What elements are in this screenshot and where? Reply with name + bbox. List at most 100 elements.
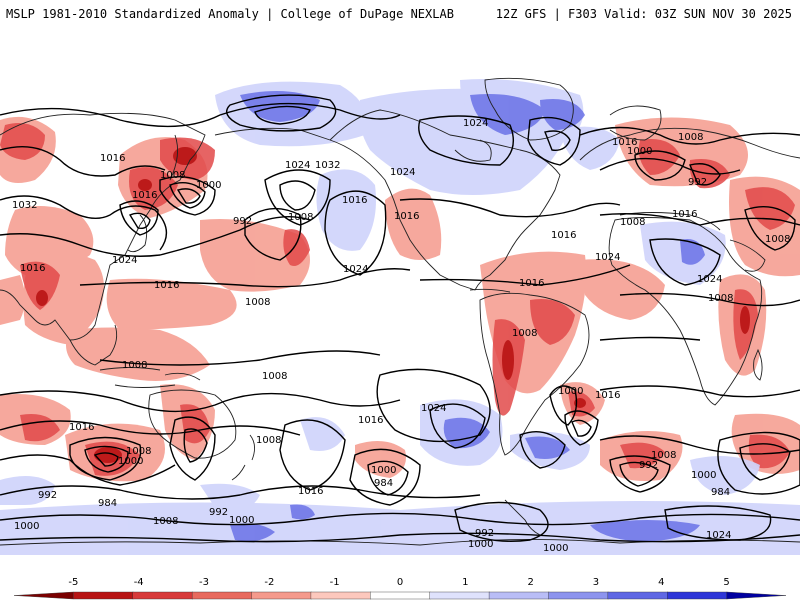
contour-label: 1008 bbox=[126, 446, 151, 457]
neg-core-andes bbox=[502, 340, 514, 380]
contour-label: 1000 bbox=[558, 386, 583, 397]
isobar-s6 bbox=[0, 532, 800, 543]
pos-anomaly-se-pac2 bbox=[300, 417, 345, 451]
coast-africa bbox=[608, 217, 763, 406]
contour-label: 992 bbox=[209, 507, 228, 518]
isobar-s4 bbox=[0, 485, 481, 500]
colorbar-segment bbox=[548, 591, 609, 600]
neg-anomaly-west-us bbox=[385, 188, 442, 260]
neg-anomaly-npac-core bbox=[283, 229, 310, 266]
coast-south-america bbox=[479, 292, 590, 456]
isobar-s10 bbox=[169, 416, 216, 481]
neg-anomaly-indonesia bbox=[66, 327, 210, 381]
colorbar-tick-label: 2 bbox=[527, 577, 533, 588]
contour-label: 1000 bbox=[196, 180, 221, 191]
contour-label: 1032 bbox=[315, 160, 340, 171]
isobar-s12 bbox=[279, 419, 346, 491]
coast-greenland bbox=[484, 77, 574, 141]
colorbar-segment bbox=[370, 591, 431, 600]
colorbar-tick-label: 0 bbox=[397, 577, 403, 588]
neg-core-bering bbox=[138, 179, 152, 191]
colorbar-tick-label: -2 bbox=[264, 577, 274, 588]
contour-label: 1024 bbox=[463, 118, 488, 129]
isobar-s20 bbox=[599, 385, 800, 398]
coast-antarctica bbox=[0, 539, 800, 546]
colorbar-segment bbox=[667, 591, 728, 600]
coast-asia bbox=[0, 112, 206, 341]
neg-anomaly-s-indian-core bbox=[748, 434, 790, 469]
contour-label: 1008 bbox=[122, 360, 147, 371]
colorbar-tick-label: 5 bbox=[723, 577, 729, 588]
isobar-n20 bbox=[544, 130, 571, 151]
coast-indonesia bbox=[99, 367, 201, 388]
neg-core-alaska bbox=[173, 147, 197, 165]
neg-anomaly-sind-core bbox=[620, 442, 665, 469]
contour-label: 1016 bbox=[154, 280, 179, 291]
pos-anomaly-n-europe bbox=[560, 126, 620, 170]
chart-title: MSLP 1981-2010 Standardized Anomaly | Co… bbox=[6, 7, 454, 21]
isobar-n10 bbox=[279, 180, 316, 211]
contour-label: 992 bbox=[475, 528, 494, 539]
isobar-n22 bbox=[419, 264, 631, 286]
contour-label: 1024 bbox=[285, 160, 310, 171]
isobar-n5 bbox=[79, 268, 411, 288]
contour-label: 1008 bbox=[288, 212, 313, 223]
colorbar-segment bbox=[191, 591, 253, 600]
map-panel[interactable]: 1016 1008 1000 1032 1016 992 1024 1016 1… bbox=[0, 40, 800, 555]
colorbar-segment bbox=[607, 591, 668, 600]
contour-label: 1008 bbox=[512, 328, 537, 339]
neg-anomaly-trop-pacific bbox=[106, 278, 237, 330]
neg-anomaly-tasman-core bbox=[180, 404, 210, 444]
colorbar-tick-label: -1 bbox=[330, 577, 340, 588]
neg-anomaly-siberia-core bbox=[20, 261, 60, 310]
contour-label: 1008 bbox=[708, 293, 733, 304]
contour-label: 1024 bbox=[697, 274, 722, 285]
contour-label: 1024 bbox=[595, 252, 620, 263]
isobar-n26 bbox=[689, 163, 721, 186]
contour-label: 984 bbox=[711, 487, 730, 498]
contour-label: 1016 bbox=[132, 190, 157, 201]
isobar-n21 bbox=[399, 198, 621, 218]
contour-label: 1024 bbox=[112, 255, 137, 266]
colorbar-segment bbox=[429, 591, 490, 600]
isobar-s5 bbox=[0, 512, 800, 526]
pos-anomaly-ant-core1 bbox=[590, 520, 700, 542]
colorbar-tick-label: -4 bbox=[134, 577, 144, 588]
coast-europe bbox=[579, 127, 800, 161]
contour-label: 1016 bbox=[342, 195, 367, 206]
isobar-n31 bbox=[599, 336, 701, 341]
colorbar-tick-label: 1 bbox=[462, 577, 468, 588]
coast-antarctic-peninsula bbox=[504, 499, 541, 536]
contour-label: 1016 bbox=[394, 211, 419, 222]
pos-anomaly-nafrica-core bbox=[680, 239, 705, 265]
contour-label: 1016 bbox=[358, 415, 383, 426]
colorbar-svg: -5 -4 -3 -2 -1 0 1 2 3 4 5 bbox=[13, 577, 787, 600]
contour-label: 984 bbox=[374, 478, 393, 489]
isobar-n30 bbox=[619, 292, 800, 307]
isobar-n15 bbox=[176, 188, 201, 204]
pos-anomaly-ant-core2 bbox=[230, 523, 275, 542]
contour-label: 1016 bbox=[69, 422, 94, 433]
isobar-s15 bbox=[376, 368, 491, 443]
contour-label: 1000 bbox=[468, 539, 493, 550]
isobar-s24 bbox=[717, 431, 800, 495]
contour-label: 1016 bbox=[20, 263, 45, 274]
map-svg[interactable]: 1016 1008 1000 1032 1016 992 1024 1016 1… bbox=[0, 40, 800, 555]
neg-core-eafrica bbox=[740, 306, 750, 334]
isobar-s13 bbox=[349, 448, 421, 506]
coast-kamchatka bbox=[169, 134, 179, 181]
coastlines bbox=[0, 77, 800, 546]
colorbar-segment bbox=[13, 591, 74, 600]
coast-japan bbox=[127, 214, 148, 253]
coast-caribbean bbox=[469, 288, 511, 293]
coast-north-america bbox=[329, 109, 561, 291]
coast-scandinavia bbox=[609, 105, 662, 141]
isobar-s14 bbox=[367, 460, 409, 496]
colorbar-tick-label: -5 bbox=[68, 577, 78, 588]
colorbar-segment bbox=[488, 591, 550, 600]
isobar-s8 bbox=[84, 445, 129, 473]
isobar-s22 bbox=[609, 455, 671, 493]
contour-label: 1008 bbox=[620, 217, 645, 228]
contour-label: 1024 bbox=[343, 264, 368, 275]
neg-anomaly-europe-core bbox=[638, 139, 680, 175]
